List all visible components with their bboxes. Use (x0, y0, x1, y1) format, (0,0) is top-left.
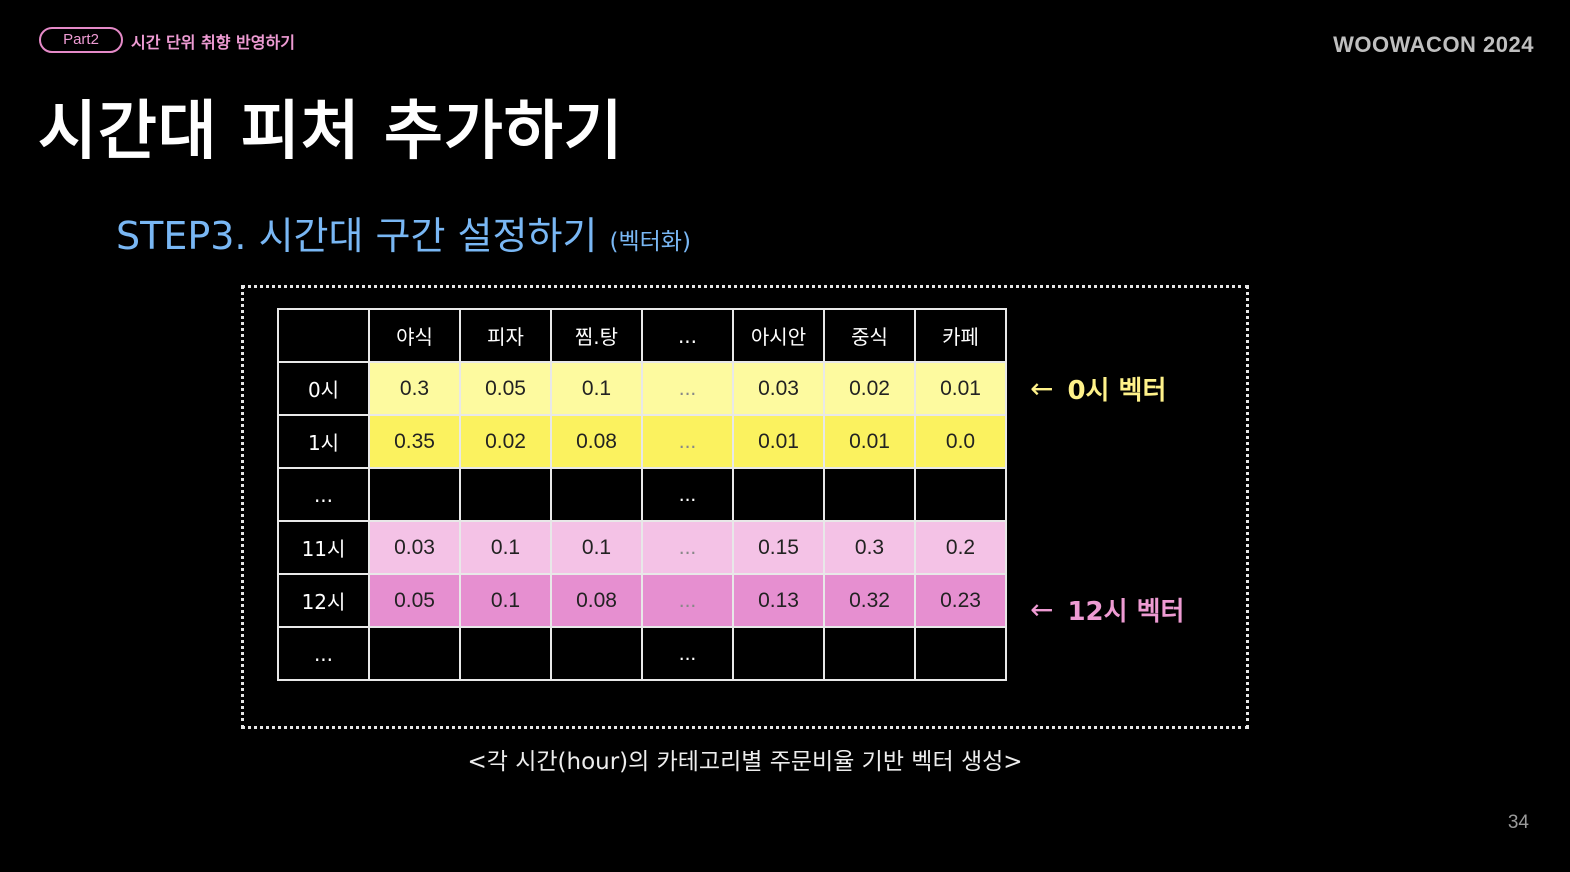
vector-12h-annotation: ← 12시 벡터 (1030, 591, 1184, 628)
row-label: ... (277, 467, 370, 522)
header-cell: 아시안 (732, 308, 825, 363)
row-label: 12시 (277, 573, 370, 628)
table-cell: 0.03 (368, 520, 461, 575)
table-row-12h: 12시 0.05 0.1 0.08 ... 0.13 0.32 0.23 (277, 573, 1007, 628)
table-row-0h: 0시 0.3 0.05 0.1 ... 0.03 0.02 0.01 (277, 361, 1007, 416)
table-cell: ... (641, 414, 734, 469)
arrow-left-icon: ← (1030, 372, 1054, 405)
step-title: STEP3. 시간대 구간 설정하기 (벡터화) (116, 205, 691, 260)
section-title: 시간 단위 취향 반영하기 (131, 33, 295, 52)
header-corner (277, 308, 370, 363)
table-row-1h: 1시 0.35 0.02 0.08 ... 0.01 0.01 0.0 (277, 414, 1007, 469)
table-cell (459, 467, 552, 522)
table-cell: ... (641, 626, 734, 681)
table-cell: 0.02 (459, 414, 552, 469)
table-cell: 0.1 (550, 520, 643, 575)
table-cell: 0.08 (550, 414, 643, 469)
page-number: 34 (1507, 812, 1529, 833)
header-cell: ... (641, 308, 734, 363)
row-label: ... (277, 626, 370, 681)
table-caption: <각 시간(hour)의 카테고리별 주문비율 기반 벡터 생성> (467, 749, 1023, 775)
table-cell (368, 626, 461, 681)
table-cell: 0.35 (368, 414, 461, 469)
table-cell (732, 626, 825, 681)
table-cell: 0.3 (823, 520, 916, 575)
table-cell: 0.05 (459, 361, 552, 416)
table-row-ellipsis: ... ... (277, 467, 1007, 522)
table-cell: 0.15 (732, 520, 825, 575)
table-row-ellipsis: ... ... (277, 626, 1007, 681)
dotted-frame (241, 285, 1249, 729)
header-cell: 야식 (368, 308, 461, 363)
table-cell: 0.0 (914, 414, 1007, 469)
table-cell: 0.1 (459, 520, 552, 575)
table-cell: ... (641, 361, 734, 416)
table-cell (823, 467, 916, 522)
table-cell: 0.2 (914, 520, 1007, 575)
step-note: (벡터화) (609, 229, 691, 255)
table-cell (459, 626, 552, 681)
table-cell: 0.01 (823, 414, 916, 469)
table-cell (914, 467, 1007, 522)
table-cell (823, 626, 916, 681)
header-cell: 찜.탕 (550, 308, 643, 363)
table-cell: 0.01 (914, 361, 1007, 416)
table-cell: 0.02 (823, 361, 916, 416)
table-cell: 0.13 (732, 573, 825, 628)
arrow-left-icon: ← (1030, 593, 1054, 626)
vector-table: 야식 피자 찜.탕 ... 아시안 중식 카페 0시 0.3 0.05 0.1 … (277, 308, 1007, 681)
vector-12h-label: 12시 벡터 (1067, 597, 1185, 627)
table-cell (368, 467, 461, 522)
table-cell: 0.1 (550, 361, 643, 416)
vector-0h-annotation: ← 0시 벡터 (1030, 370, 1166, 407)
table-cell: ... (641, 573, 734, 628)
table-cell: 0.23 (914, 573, 1007, 628)
table-row-11h: 11시 0.03 0.1 0.1 ... 0.15 0.3 0.2 (277, 520, 1007, 575)
header-cell: 피자 (459, 308, 552, 363)
vector-0h-label: 0시 벡터 (1067, 376, 1167, 406)
step-title-text: STEP3. 시간대 구간 설정하기 (116, 214, 598, 258)
table-cell (732, 467, 825, 522)
table-cell (914, 626, 1007, 681)
table-cell: ... (641, 520, 734, 575)
row-label: 11시 (277, 520, 370, 575)
row-label: 0시 (277, 361, 370, 416)
brand-logo: WOOWACON 2024 (1333, 32, 1534, 57)
header-cell: 중식 (823, 308, 916, 363)
table-cell: 0.08 (550, 573, 643, 628)
row-label: 1시 (277, 414, 370, 469)
table-cell: 0.1 (459, 573, 552, 628)
header-cell: 카페 (914, 308, 1007, 363)
table-cell: 0.01 (732, 414, 825, 469)
table-cell (550, 467, 643, 522)
table-cell: 0.05 (368, 573, 461, 628)
header-row: 야식 피자 찜.탕 ... 아시안 중식 카페 (277, 308, 1007, 363)
table-cell: ... (641, 467, 734, 522)
table-cell: 0.32 (823, 573, 916, 628)
table-cell: 0.03 (732, 361, 825, 416)
part-badge: Part2 (39, 27, 123, 53)
page-title: 시간대 피처 추가하기 (38, 95, 624, 169)
table-cell (550, 626, 643, 681)
table-cell: 0.3 (368, 361, 461, 416)
